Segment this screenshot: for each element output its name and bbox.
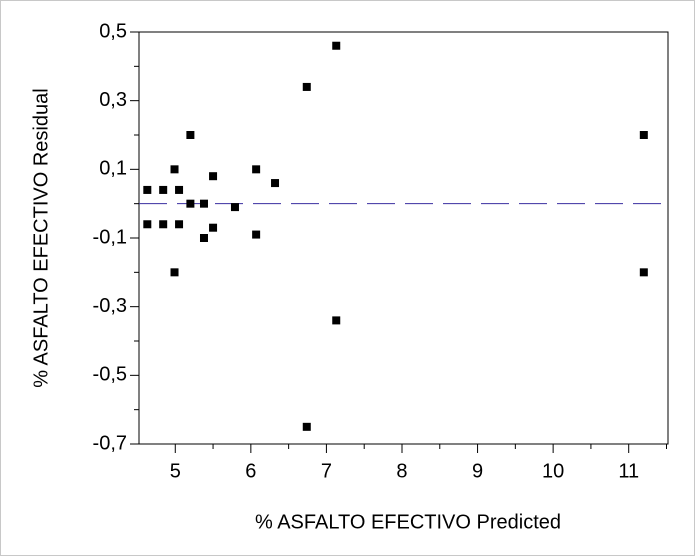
x-tick-label: 8 [396,460,407,482]
y-tick-label: -0,3 [93,295,127,317]
point [199,199,208,208]
point [639,268,648,277]
point [302,82,311,91]
y-axis-title: % ASFALTO EFECTIVO Residual [30,88,52,387]
point [143,220,152,229]
point [159,220,168,229]
point [186,131,195,139]
x-tick-label: 11 [618,460,639,482]
point [252,230,261,239]
x-tick-label: 5 [170,460,181,482]
point [143,185,152,194]
point [209,172,218,181]
y-tick-label: 0,5 [99,20,127,42]
point [639,131,648,139]
y-tick-label: -0,7 [93,432,127,454]
point [332,316,341,325]
x-axis-title: % ASFALTO EFECTIVO Predicted [255,511,561,533]
point [186,199,195,208]
point [230,203,239,212]
y-tick-label: 0,3 [99,89,127,111]
point [271,179,280,188]
x-tick-label: 6 [245,460,256,482]
x-tick-label: 10 [542,460,564,482]
point [170,268,179,277]
point [199,234,208,242]
point [209,223,218,232]
point [332,41,341,50]
point [175,185,184,194]
y-tick-label: -0,1 [93,226,127,248]
x-tick-label: 7 [321,460,332,482]
x-tick-label: 9 [472,460,483,482]
point [159,185,168,194]
y-tick-label: -0,5 [93,364,127,386]
point [252,165,261,174]
y-tick-label: 0,1 [99,158,127,180]
point [175,220,184,229]
point [302,422,311,431]
point [170,165,179,174]
